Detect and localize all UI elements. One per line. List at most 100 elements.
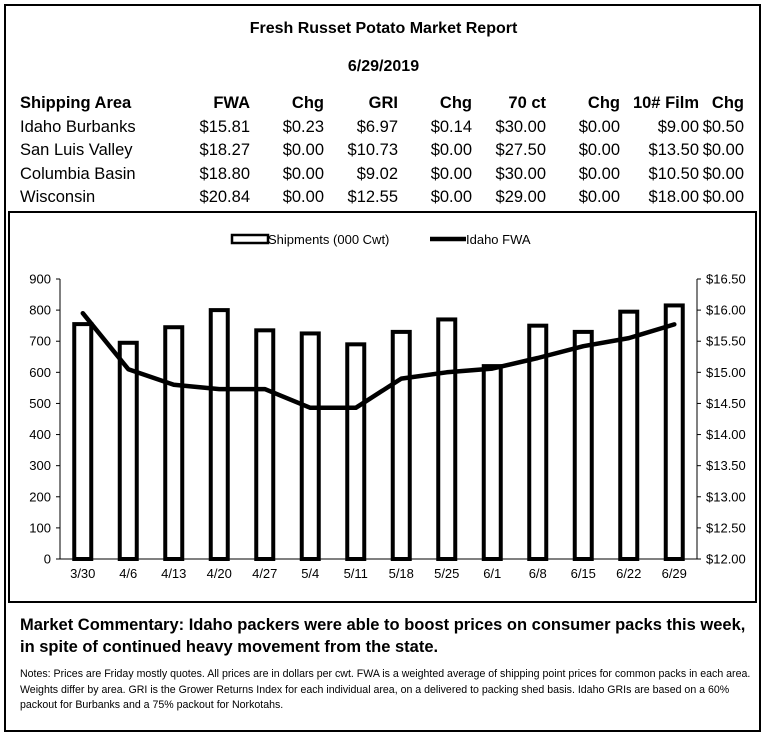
left-tick-label: 500 [29,396,51,411]
table-cell: $0.14 [430,117,472,136]
header-fwa-chg: Chg [291,94,324,113]
shipment-bar [208,308,230,561]
report-date: 6/29/2019 [347,58,420,75]
table-cell: $0.00 [282,141,324,160]
shipment-bar [436,317,458,561]
chart-legend: Shipments (000 Cwt) Idaho FWA [230,232,531,247]
table-cell: $27.50 [495,141,546,160]
x-tick-label: 3/30 [70,566,95,581]
table-cell: $9.00 [657,117,699,136]
table-row: Wisconsin $20.84 $0.00 $12.55 $0.00 $29.… [20,186,744,210]
table-cell: $20.84 [199,188,250,207]
shipment-bar [618,309,640,561]
table-cell: $0.00 [702,188,744,207]
right-tick-label: $12.00 [706,552,746,567]
table-cell: $0.23 [282,117,324,136]
table-cell: $29.00 [495,188,546,207]
right-tick-label: $13.50 [706,458,746,473]
table-cell: $9.02 [356,164,398,183]
header-10film-chg: Chg [711,94,744,113]
left-tick-label: 800 [29,303,51,318]
shipment-bars [72,303,685,562]
table-row: San Luis Valley $18.27 $0.00 $10.73 $0.0… [20,139,744,163]
legend-shipments-label: Shipments (000 Cwt) [268,232,389,247]
right-tick-label: $13.00 [706,489,746,504]
right-tick-label: $15.50 [706,334,746,349]
x-tick-label: 6/22 [616,566,641,581]
table-cell: $18.00 [648,188,699,207]
shipment-bar [117,340,139,561]
shipment-bar [345,342,367,561]
table-cell: $0.00 [702,164,744,183]
x-tick-label: 5/11 [344,566,368,581]
x-tick-label: 6/29 [662,566,687,581]
x-tick-label: 4/20 [207,566,232,581]
left-tick-label: 200 [29,489,51,504]
header-fwa: FWA [213,94,250,113]
table-cell: $0.00 [282,164,324,183]
table-cell: $0.00 [578,188,620,207]
price-table: Shipping Area FWA Chg GRI Chg 70 ct Chg … [20,92,744,210]
header-70ct-chg: Chg [587,94,620,113]
table-cell: $12.55 [347,188,398,207]
x-tick-label: 5/4 [301,566,319,581]
x-tick-label: 6/1 [483,566,501,581]
shipment-bar [572,329,594,561]
chart-panel: Shipments (000 Cwt) Idaho FWA 0 100 200 300… [8,211,757,603]
report-frame [4,4,761,732]
table-cell: $6.97 [356,117,398,136]
shipment-bar [390,329,412,561]
left-tick-label: 700 [29,334,51,349]
fwa-line-layer [80,310,677,411]
table-cell: $15.81 [199,117,250,136]
right-tick-label: $16.50 [706,272,746,287]
table-row: Idaho Burbanks $15.81 $0.23 $6.97 $0.14 … [20,116,744,140]
table-cell: $0.00 [702,141,744,160]
shipment-bar [527,323,549,561]
left-axis-ticks: 0 100 200 300 400 500 600 700 800 900 [29,272,60,567]
right-tick-label: $14.00 [706,427,746,442]
table-cell: $10.73 [347,141,398,160]
table-cell: $0.00 [578,117,620,136]
legend-shipments-swatch [230,233,270,245]
x-tick-label: 5/25 [434,566,459,581]
price-table-header-row: Shipping Area FWA Chg GRI Chg 70 ct Chg … [20,92,744,116]
right-tick-label: $14.50 [706,396,746,411]
left-tick-label: 300 [29,458,51,473]
right-tick-label: $15.00 [706,365,746,380]
x-axis-ticks: 3/30 4/6 4/13 4/20 4/27 5/4 5/11 5/18 5/25 6/1 6/8… [70,566,687,581]
table-cell: $10.50 [648,164,699,183]
table-cell: $0.00 [282,188,324,207]
table-cell: $0.00 [578,164,620,183]
shipment-bar [72,322,94,561]
table-cell: Columbia Basin [20,164,136,183]
left-tick-label: 900 [29,272,51,287]
x-tick-label: 4/13 [161,566,186,581]
header-shipping-area: Shipping Area [20,94,132,113]
table-cell: Idaho Burbanks [20,117,136,136]
shipment-bar [481,364,503,561]
shipments-fwa-chart: Shipments (000 Cwt) Idaho FWA 0 100 200 300… [29,232,746,581]
table-cell: $18.80 [199,164,250,183]
table-cell: $13.50 [648,141,699,160]
right-tick-label: $12.50 [706,520,746,535]
table-cell: $0.50 [702,117,744,136]
table-cell: Wisconsin [20,188,96,207]
x-tick-label: 6/15 [571,566,596,581]
header-10film: 10# Film [632,94,699,113]
left-tick-label: 0 [44,552,51,567]
table-cell: San Luis Valley [20,141,133,160]
report-notes: Notes: Prices are Friday mostly quotes. … [20,668,751,711]
table-cell: $30.00 [495,164,546,183]
shipment-bar [299,331,321,561]
legend-fwa-label: Idaho FWA [466,232,531,247]
right-axis-ticks: $12.00 $12.50 $13.00 $13.50 $14.00 $14.50 $15.… [697,272,746,567]
left-tick-label: 400 [29,427,51,442]
left-tick-label: 100 [29,520,51,535]
header-gri: GRI [368,94,398,113]
shipment-bar [663,303,685,561]
x-tick-label: 4/6 [119,566,137,581]
table-cell: $18.27 [199,141,250,160]
table-cell: $0.00 [578,141,620,160]
header-70ct: 70 ct [508,94,546,113]
